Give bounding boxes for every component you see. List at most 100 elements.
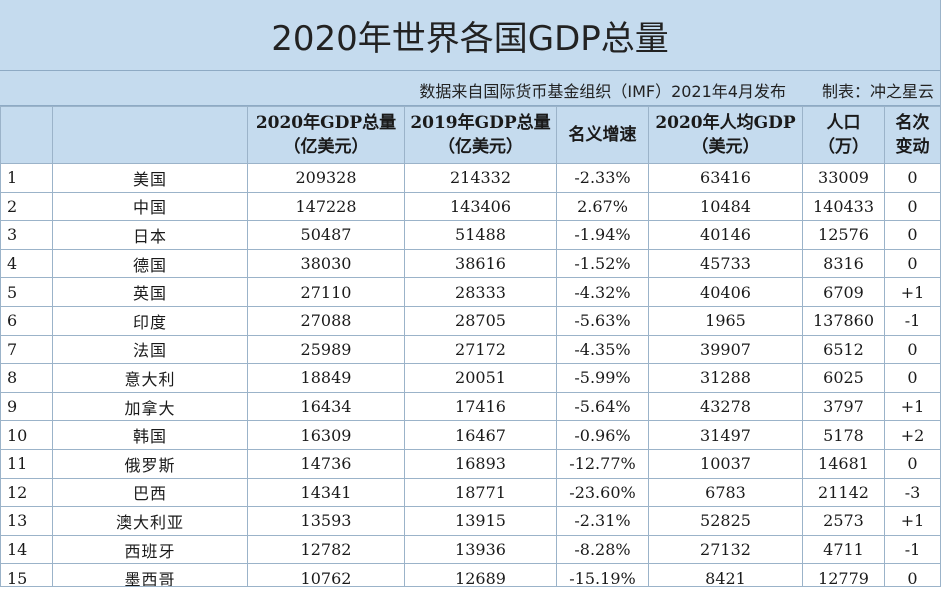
cell-gdp2019: 18771 [404,477,557,508]
cell-gdp2020: 14736 [247,448,405,479]
cell-rank-change: +1 [884,391,940,422]
cell-rank: 7 [0,334,53,365]
cell-population: 12779 [802,563,885,586]
cell-growth: -5.63% [556,305,649,336]
table-row: 13 澳大利亚 13593 13915 -2.31% 52825 2573 +1 [0,506,940,536]
cell-population: 12576 [802,220,885,250]
cell-rank-change: -1 [884,534,940,565]
cell-per-capita: 43278 [648,391,803,422]
cell-population: 4711 [802,534,885,565]
cell-rank-change: -3 [884,477,940,508]
cell-gdp2019: 51488 [404,220,557,250]
cell-growth: -1.94% [556,220,649,250]
cell-country: 中国 [52,191,248,222]
gdp-table: 2020年GDP总量 （亿美元） 2019年GDP总量 （亿美元） 名义增速 202… [0,106,940,586]
cell-gdp2020: 16434 [247,391,405,422]
cell-gdp2020: 10762 [247,563,405,586]
cell-rank-change: 0 [884,448,940,479]
cell-country: 澳大利亚 [52,506,248,536]
cell-rank: 5 [0,277,53,307]
table-row: 5 英国 27110 28333 -4.32% 40406 6709 +1 [0,277,940,307]
cell-population: 2573 [802,506,885,536]
cell-rank: 14 [0,534,53,565]
cell-per-capita: 10484 [648,191,803,222]
cell-gdp2020: 18849 [247,363,405,393]
cell-growth: -15.19% [556,563,649,586]
cell-gdp2020: 16309 [247,420,405,450]
cell-growth: -1.52% [556,248,649,279]
cell-per-capita: 1965 [648,305,803,336]
cell-rank: 3 [0,220,53,250]
cell-gdp2019: 13936 [404,534,557,565]
cell-population: 21142 [802,477,885,508]
cell-country: 加拿大 [52,391,248,422]
header-rank-change: 名次 变动 [884,106,940,164]
cell-gdp2019: 28705 [404,305,557,336]
cell-rank: 11 [0,448,53,479]
header-growth: 名义增速 [556,106,649,164]
cell-rank-change: -1 [884,305,940,336]
cell-rank-change: 0 [884,163,940,193]
cell-growth: -23.60% [556,477,649,508]
cell-country: 西班牙 [52,534,248,565]
table-row: 12 巴西 14341 18771 -23.60% 6783 21142 -3 [0,477,940,508]
cell-gdp2020: 209328 [247,163,405,193]
cell-population: 140433 [802,191,885,222]
table-row: 15 墨西哥 10762 12689 -15.19% 8421 12779 0 [0,563,940,586]
table-row: 4 德国 38030 38616 -1.52% 45733 8316 0 [0,248,940,279]
table-maker: 制表：冲之星云 [821,82,934,101]
table-body: 1 美国 209328 214332 -2.33% 63416 33009 0 2 中国 14722… [0,163,940,586]
table-row: 14 西班牙 12782 13936 -8.28% 27132 4711 -1 [0,534,940,565]
table-row: 7 法国 25989 27172 -4.35% 39907 6512 0 [0,334,940,365]
cell-population: 6512 [802,334,885,365]
cell-rank: 2 [0,191,53,222]
cell-per-capita: 52825 [648,506,803,536]
cell-rank-change: 0 [884,220,940,250]
cell-gdp2020: 50487 [247,220,405,250]
cell-country: 法国 [52,334,248,365]
header-gdp2019: 2019年GDP总量 （亿美元） [404,106,557,164]
cell-growth: -8.28% [556,534,649,565]
cell-country: 巴西 [52,477,248,508]
source-bar: 数据来自国际货币基金组织（IMF）2021年4月发布 制表：冲之星云 [0,71,940,106]
cell-country: 印度 [52,305,248,336]
cell-rank: 13 [0,506,53,536]
cell-rank: 4 [0,248,53,279]
table-row: 9 加拿大 16434 17416 -5.64% 43278 3797 +1 [0,391,940,422]
cell-rank-change: +1 [884,506,940,536]
table-title: 2020年世界各国GDP总量 [0,0,940,71]
source-note: 数据来自国际货币基金组织（IMF）2021年4月发布 [419,82,786,101]
cell-gdp2019: 38616 [404,248,557,279]
cell-gdp2019: 27172 [404,334,557,365]
cell-population: 33009 [802,163,885,193]
cell-gdp2019: 17416 [404,391,557,422]
cell-rank: 15 [0,563,53,586]
cell-growth: -0.96% [556,420,649,450]
cell-country: 美国 [52,163,248,193]
cell-per-capita: 40146 [648,220,803,250]
cell-population: 14681 [802,448,885,479]
header-gdp2020: 2020年GDP总量 （亿美元） [247,106,405,164]
header-country [52,106,248,164]
table-row: 8 意大利 18849 20051 -5.99% 31288 6025 0 [0,363,940,393]
cell-country: 德国 [52,248,248,279]
cell-gdp2019: 143406 [404,191,557,222]
cell-per-capita: 6783 [648,477,803,508]
cell-country: 墨西哥 [52,563,248,586]
cell-gdp2019: 214332 [404,163,557,193]
cell-rank: 6 [0,305,53,336]
cell-rank-change: +2 [884,420,940,450]
cell-population: 6709 [802,277,885,307]
table-row: 3 日本 50487 51488 -1.94% 40146 12576 0 [0,220,940,250]
cell-per-capita: 8421 [648,563,803,586]
cell-per-capita: 31497 [648,420,803,450]
header-population: 人口 （万） [802,106,885,164]
cell-per-capita: 31288 [648,363,803,393]
cell-gdp2020: 13593 [247,506,405,536]
header-rank [0,106,53,164]
cell-gdp2019: 16467 [404,420,557,450]
cell-country: 俄罗斯 [52,448,248,479]
cell-rank-change: 0 [884,363,940,393]
cell-rank: 9 [0,391,53,422]
